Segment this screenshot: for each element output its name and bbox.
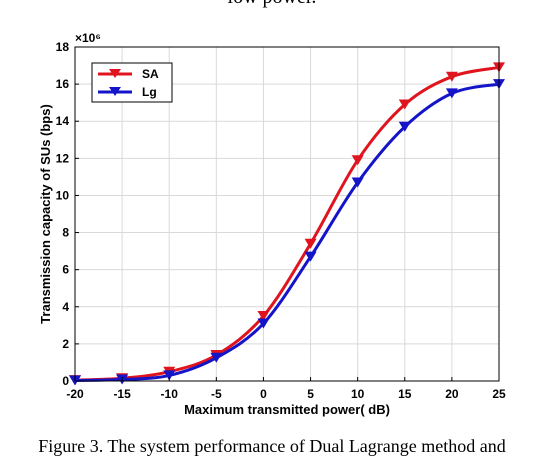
x-tick-label: 0 bbox=[260, 387, 267, 401]
data-point-lg bbox=[210, 352, 223, 363]
data-point-sa bbox=[351, 155, 364, 166]
x-tick-label: 10 bbox=[351, 387, 365, 401]
legend-box bbox=[91, 62, 173, 103]
preceding-text: low power. bbox=[0, 0, 544, 9]
data-point-lg bbox=[351, 177, 364, 188]
x-tick-label: 25 bbox=[492, 387, 506, 401]
data-point-lg bbox=[257, 318, 270, 329]
x-tick-label: -20 bbox=[66, 387, 84, 401]
data-point-sa bbox=[304, 238, 317, 249]
x-tick-label: 20 bbox=[445, 387, 459, 401]
x-tick-label: -15 bbox=[113, 387, 131, 401]
data-point-sa bbox=[398, 99, 411, 110]
y-tick-label: 2 bbox=[62, 337, 69, 351]
data-point-sa bbox=[257, 311, 270, 322]
y-tick-label: 6 bbox=[62, 263, 69, 277]
figure-caption: Figure 3. The system performance of Dual… bbox=[38, 436, 506, 456]
data-point-lg bbox=[163, 370, 176, 381]
y-tick-label: 18 bbox=[56, 40, 70, 54]
plot-frame bbox=[74, 46, 500, 382]
y-exponent-label: ×10⁶ bbox=[75, 31, 101, 45]
data-point-sa bbox=[445, 71, 458, 82]
y-tick-label: 10 bbox=[56, 188, 70, 202]
y-tick-label: 12 bbox=[56, 151, 70, 165]
y-tick-label: 4 bbox=[62, 300, 69, 314]
y-axis-ticks: 0 2 4 6 8 10 12 14 16 18 bbox=[56, 40, 79, 388]
data-point-lg bbox=[445, 88, 458, 99]
data-point-lg bbox=[304, 251, 317, 262]
plot-area bbox=[75, 47, 499, 381]
x-tick-label: 15 bbox=[398, 387, 412, 401]
x-tick-label: -10 bbox=[161, 387, 179, 401]
x-axis-ticks: -20 -15 -10 -5 0 5 10 15 20 25 bbox=[66, 377, 506, 401]
x-tick-label: -5 bbox=[211, 387, 222, 401]
y-tick-label: 8 bbox=[62, 226, 69, 240]
y-tick-label: 0 bbox=[62, 374, 69, 388]
data-point-lg bbox=[398, 121, 411, 132]
y-tick-label: 14 bbox=[56, 114, 70, 128]
series-line-sa bbox=[74, 65, 500, 382]
legend-marker-lg bbox=[109, 87, 121, 96]
y-axis-label: Transmission capacity of SUs (bps) bbox=[38, 104, 53, 324]
legend-label-sa: SA bbox=[142, 67, 159, 81]
x-tick-label: 5 bbox=[307, 387, 314, 401]
y-tick-label: 16 bbox=[56, 77, 70, 91]
series-line-lg bbox=[74, 82, 500, 382]
line-chart: -20 -15 -10 -5 0 5 10 15 20 25 0 2 4 6 8 10 12 14 16 18 ×1… bbox=[38, 31, 506, 417]
legend-marker-sa bbox=[109, 69, 121, 78]
legend-label-lg: Lg bbox=[142, 85, 157, 99]
x-axis-label: Maximum transmitted power( dB) bbox=[184, 402, 390, 417]
legend: SA Lg bbox=[91, 62, 173, 103]
